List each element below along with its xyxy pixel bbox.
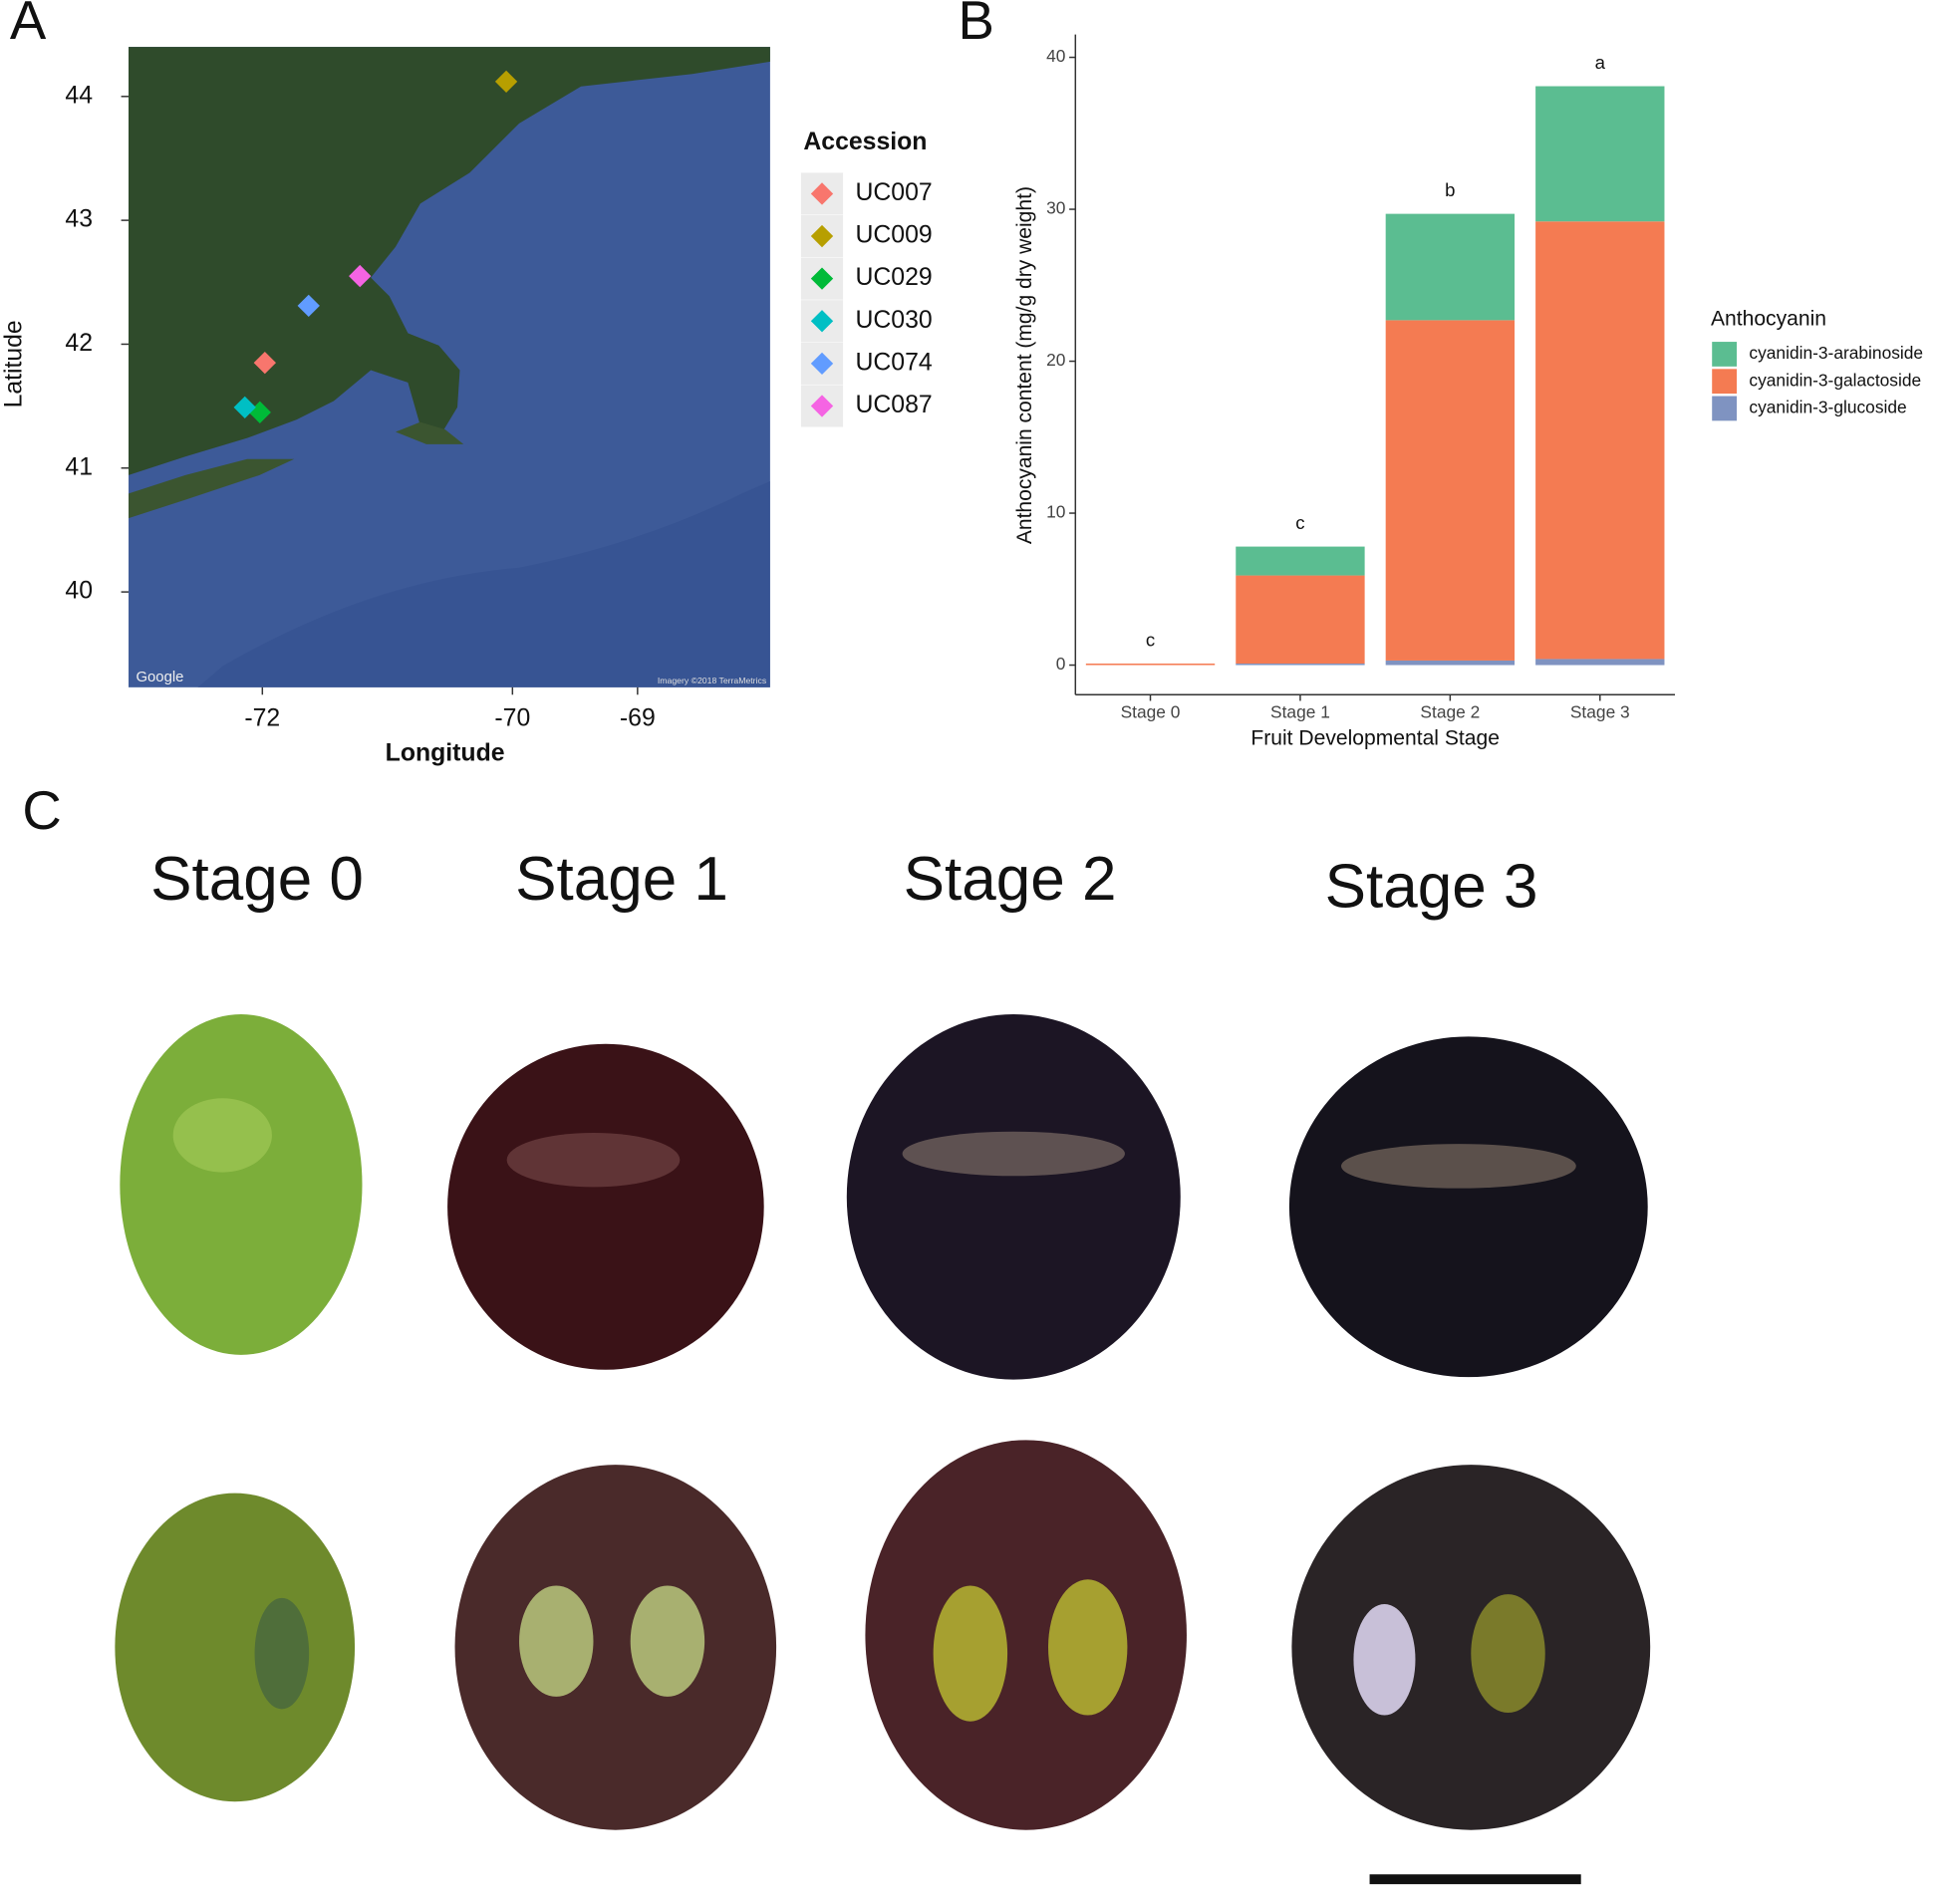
panel-label: A [10,0,47,51]
stage-title: Stage 3 [1325,853,1538,922]
bar-segment [1385,320,1516,661]
bar-segment [1236,546,1365,576]
y-tick-label: 0 [1056,654,1066,674]
y-tick-label: 10 [1046,502,1065,522]
seed [1353,1604,1416,1716]
legend-marker [810,182,834,205]
seed [1048,1579,1128,1716]
island [129,458,295,519]
y-tick-label: 41 [65,453,93,480]
seed [933,1585,1008,1722]
land [129,47,770,475]
bar-segment [1385,660,1516,666]
seed [1471,1594,1545,1714]
bar-segment [1535,221,1665,660]
bar-segment [1236,664,1365,666]
fruit [120,1014,363,1355]
legend-key [1712,396,1738,421]
fruit-section [1291,1465,1651,1830]
fruit [447,1043,764,1370]
y-axis-label: Latitude [0,320,27,408]
legend-marker [810,310,834,333]
y-tick-label: 40 [1046,46,1065,66]
photos [115,1014,1651,1885]
legend-key [1712,342,1738,367]
point [494,70,518,94]
y-tick-label: 44 [65,82,93,109]
significance-letter: c [1295,512,1304,533]
x-axis-label: Fruit Developmental Stage [1250,726,1500,749]
legend-marker [810,395,834,417]
bar-segment [1085,664,1216,666]
y-tick-label: 42 [65,330,93,357]
fruit-section [115,1493,356,1802]
bar-segment [1535,659,1665,666]
y-tick-label: 20 [1046,350,1065,370]
significance-letter: c [1146,630,1155,651]
bar-segment [1535,86,1665,222]
legend-label: UC030 [855,307,932,334]
stage-title: Stage 2 [904,845,1117,914]
fruit-section [454,1465,777,1830]
seed [254,1597,310,1710]
shelf [197,481,770,687]
significance-letter: b [1445,179,1455,200]
legend-label: UC087 [855,392,932,418]
point [297,294,320,318]
stage-title: Stage 1 [515,845,728,914]
legend-label: cyanidin-3-arabinoside [1749,343,1923,363]
legend-key [1712,369,1738,395]
panel-label: B [958,0,993,51]
x-tick-label: -69 [620,705,656,732]
highlight [506,1132,681,1188]
x-tick-label: Stage 3 [1570,701,1630,721]
point [349,264,372,288]
x-tick-label: -70 [494,705,530,732]
stage-title: Stage 0 [150,845,364,914]
legend-label: cyanidin-3-glucoside [1749,398,1906,417]
bar-segment [1236,575,1365,665]
island [395,421,464,444]
legend-title: Accession [803,129,927,155]
attribution: Google [136,670,183,685]
fruit-section [865,1440,1187,1830]
legend-label: UC007 [855,179,932,206]
panel-label: C [22,780,61,841]
x-tick-label: Stage 0 [1121,701,1181,721]
y-tick-label: 43 [65,206,93,233]
fruit [846,1014,1181,1380]
legend-label: UC009 [855,222,932,249]
legend-title: Anthocyanin [1711,307,1826,330]
legend-label: cyanidin-3-galactoside [1749,370,1921,390]
seed [519,1585,594,1697]
y-axis-label: Anthocyanin content (mg/g dry weight) [1013,186,1036,544]
y-tick-label: 40 [65,578,93,605]
legend-marker [810,224,834,248]
x-tick-label: Stage 2 [1420,701,1480,721]
highlight [172,1098,272,1173]
highlight [1341,1144,1576,1189]
point [253,351,276,375]
legend-marker [810,352,834,376]
attribution: Imagery ©2018 TerraMetrics [658,676,767,685]
x-tick-label: Stage 1 [1270,701,1330,721]
map [129,47,770,687]
legend-label: UC029 [855,264,932,291]
legend-marker [810,267,834,290]
highlight [902,1131,1125,1177]
significance-letter: a [1595,52,1606,73]
y-tick-label: 30 [1046,198,1065,218]
fruit [1288,1036,1648,1378]
seed [630,1585,705,1697]
x-axis-label: Longitude [386,739,505,766]
x-tick-label: -72 [244,705,280,732]
bar-segment [1385,213,1516,321]
legend-label: UC074 [855,349,932,376]
